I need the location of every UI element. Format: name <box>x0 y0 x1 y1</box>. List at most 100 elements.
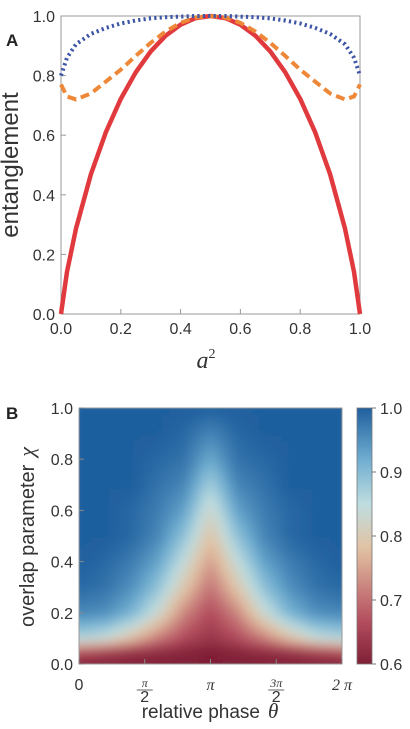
heatmap-cell <box>318 472 325 478</box>
heatmap-cell <box>234 653 241 660</box>
heatmap-cell <box>252 605 259 612</box>
heatmap-cell <box>240 514 247 521</box>
heatmap-cell <box>150 621 158 628</box>
heatmap-cell <box>240 440 247 446</box>
heatmap-cell <box>108 552 116 558</box>
heatmap-cell <box>84 493 92 500</box>
heatmap-cell <box>96 434 104 441</box>
heatmap-cell <box>102 600 110 606</box>
heatmap-cell <box>192 568 200 574</box>
heatmap-cell <box>282 648 289 654</box>
heatmap-cell <box>288 424 295 430</box>
heatmap-cell <box>90 626 98 633</box>
heatmap-cell <box>186 466 194 473</box>
heatmap-cell <box>336 525 342 532</box>
heatmap-cell <box>324 562 331 569</box>
heatmap-cell <box>216 632 224 638</box>
heatmap-cell <box>252 632 259 638</box>
heatmap-cell <box>84 658 92 664</box>
heatmap-cell <box>282 504 289 510</box>
heatmap-cell <box>234 408 241 414</box>
heatmap-cell <box>186 632 194 638</box>
heatmap-cell <box>174 568 182 574</box>
heatmap-cell <box>264 637 271 644</box>
heatmap-cell <box>198 632 206 638</box>
heatmap-cell <box>150 530 158 537</box>
heatmap-cell <box>330 584 337 590</box>
heatmap-cell <box>288 418 295 425</box>
heatmap-cell <box>240 589 247 596</box>
heatmap-cell <box>114 616 122 622</box>
heatmap-cell <box>156 413 164 420</box>
heatmap-cell <box>180 568 188 574</box>
heatmap-cell <box>138 466 146 473</box>
heatmap-cell <box>204 573 212 580</box>
heatmap-cell <box>108 589 116 596</box>
heatmap-cell <box>276 653 283 660</box>
heatmap-cell <box>204 477 212 484</box>
heatmap-cell <box>192 658 200 664</box>
heatmap-cell <box>198 541 206 548</box>
heatmap-cell <box>282 562 289 569</box>
heatmap-cell <box>216 568 224 574</box>
heatmap-cell <box>312 637 319 644</box>
heatmap-cell <box>126 594 134 601</box>
heatmap-cell <box>324 461 331 468</box>
heatmap-cell <box>79 498 86 505</box>
heatmap-cell <box>120 642 128 649</box>
heatmap-cell <box>324 525 331 532</box>
heatmap-cell <box>246 440 253 446</box>
heatmap-cell <box>216 642 224 649</box>
heatmap-cell <box>204 605 212 612</box>
heatmap-cell <box>144 472 152 478</box>
heatmap-cell <box>186 472 194 478</box>
heatmap-cell <box>258 482 265 489</box>
heatmap-cell <box>168 546 176 553</box>
heatmap-cell <box>174 578 182 585</box>
heatmap-cell <box>222 594 230 601</box>
heatmap-cell <box>150 504 158 510</box>
heatmap-cell <box>186 584 194 590</box>
heatmap-cell <box>90 589 98 596</box>
heatmap-cell <box>300 584 307 590</box>
heatmap-cell <box>84 557 92 564</box>
heatmap-cell <box>330 594 337 601</box>
heatmap-cell <box>108 461 116 468</box>
heatmap-cell <box>258 461 265 468</box>
heatmap-cell <box>96 584 104 590</box>
heatmap-cell <box>222 642 230 649</box>
heatmap-cell <box>288 562 295 569</box>
heatmap-cell <box>168 541 176 548</box>
heatmap-cell <box>84 653 92 660</box>
heatmap-cell <box>258 472 265 478</box>
heatmap-cell <box>204 498 212 505</box>
heatmap-cell <box>150 509 158 516</box>
heatmap-cell <box>84 541 92 548</box>
heatmap-cell <box>114 520 122 526</box>
heatmap-cell <box>264 568 271 574</box>
heatmap-cell <box>222 562 230 569</box>
heatmap-cell <box>102 653 110 660</box>
heatmap-cell <box>120 610 128 617</box>
heatmap-cell <box>156 530 164 537</box>
heatmap-cell <box>192 477 200 484</box>
heatmap-cell <box>288 546 295 553</box>
heatmap-cell <box>240 642 247 649</box>
heatmap-cell <box>198 520 206 526</box>
heatmap-cell <box>96 456 104 462</box>
heatmap-cell <box>294 626 301 633</box>
heatmap-cell <box>120 514 128 521</box>
heatmap-cell <box>258 509 265 516</box>
heatmap-cell <box>84 562 92 569</box>
heatmap-cell <box>246 477 253 484</box>
heatmap-cell <box>192 584 200 590</box>
heatmap-cell <box>180 658 188 664</box>
heatmap-cell <box>108 434 116 441</box>
heatmap-cell <box>306 514 313 521</box>
heatmap-cell <box>264 509 271 516</box>
heatmap-cell <box>210 456 218 462</box>
heatmap-cell <box>264 520 271 526</box>
heatmap-cell <box>300 637 307 644</box>
heatmap-cell <box>204 552 212 558</box>
heatmap-cell <box>186 552 194 558</box>
